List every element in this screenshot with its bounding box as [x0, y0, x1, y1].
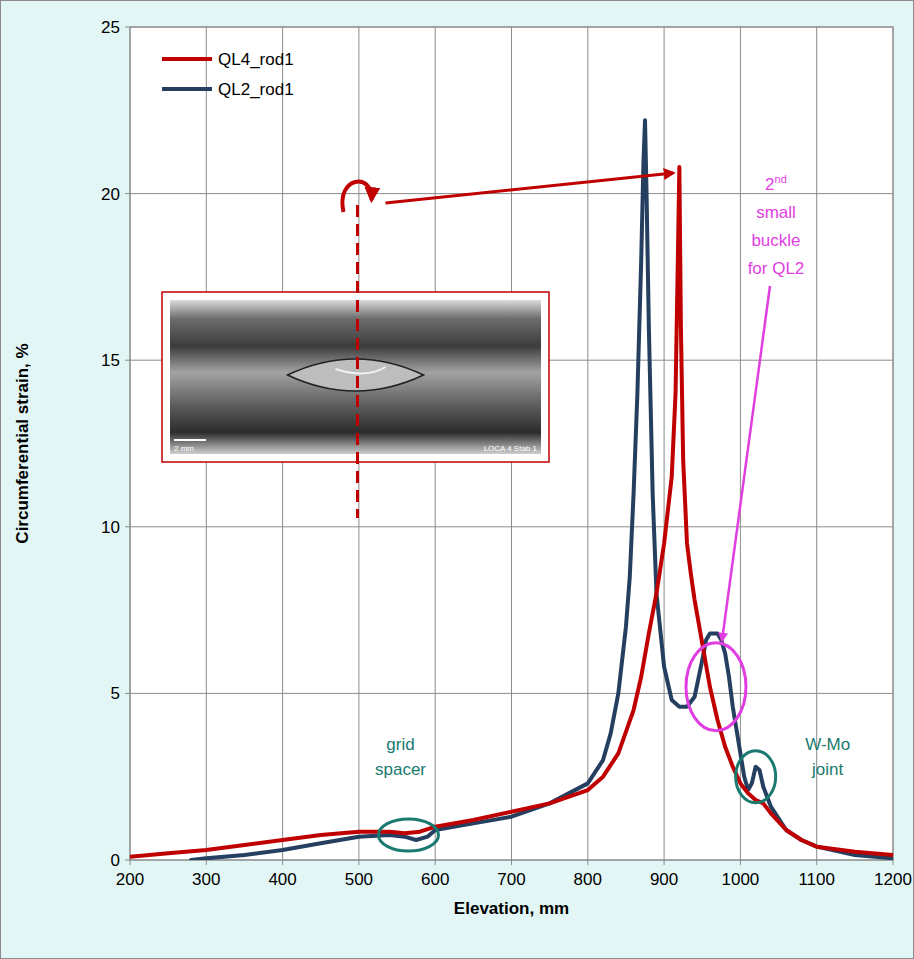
- page-background: [1, 1, 914, 959]
- x-tick-label: 800: [574, 870, 602, 889]
- inset-section-line: [356, 205, 359, 518]
- plot-background: [130, 27, 893, 860]
- x-tick: [206, 860, 207, 865]
- y-tick: [125, 193, 130, 194]
- x-tick-label: 700: [497, 870, 525, 889]
- annotation-ellipse: [686, 643, 746, 731]
- annotations: grid spacer W-Mo joint 2nd small buckle for QL2: [375, 173, 850, 851]
- annotation-text: grid: [386, 735, 414, 754]
- x-tick: [587, 860, 588, 865]
- y-grid-line: [130, 526, 893, 527]
- x-tick-label: 900: [650, 870, 678, 889]
- y-grid-line: [130, 193, 893, 194]
- annotation-text: 2nd: [765, 173, 787, 194]
- y-axis-title: Circumferential strain, %: [13, 343, 32, 543]
- inset-caption: LOCA 4 Stab 1: [484, 444, 538, 453]
- series-line: [130, 167, 893, 857]
- y-tick: [125, 526, 130, 527]
- series-group: [130, 120, 893, 860]
- x-tick: [282, 860, 283, 865]
- x-tick: [664, 860, 665, 865]
- x-axis-title: Elevation, mm: [454, 899, 569, 918]
- x-tick-label: 300: [192, 870, 220, 889]
- inset-frame: [162, 292, 549, 462]
- inset-photo: [170, 300, 541, 454]
- inset-scale-label: 2 mm: [174, 444, 194, 453]
- legend-swatch: [162, 87, 212, 91]
- x-tick: [358, 860, 359, 865]
- x-tick: [511, 860, 512, 865]
- x-tick: [893, 860, 894, 865]
- annotation-text-part: 2: [765, 175, 774, 194]
- x-tick-label: 500: [345, 870, 373, 889]
- annotation-ellipse: [378, 819, 438, 851]
- annotation-ellipse: [736, 751, 776, 803]
- y-tick: [125, 27, 130, 28]
- inset-highlight: [336, 367, 386, 374]
- y-tick-label: 25: [101, 18, 120, 37]
- x-tick-label: 1000: [721, 870, 759, 889]
- annotation-text: spacer: [375, 760, 426, 779]
- y-grid-line: [130, 693, 893, 694]
- chart: 200 300 400 500 600 700 800 900 1000 1100 1200 0 5 10…: [0, 0, 914, 959]
- x-tick-label: 400: [268, 870, 296, 889]
- annotation-text: joint: [811, 760, 843, 779]
- inset: 2 mm LOCA 4 Stab 1: [162, 173, 673, 518]
- annotation-text: W-Mo: [805, 735, 850, 754]
- legend-label: QL4_rod1: [218, 50, 294, 69]
- legend-label: QL2_rod1: [218, 80, 294, 99]
- annotation-text: buckle: [751, 231, 800, 250]
- y-tick: [125, 360, 130, 361]
- plot-frame: [130, 27, 893, 860]
- inset-rupture: [288, 359, 424, 391]
- grid: [125, 27, 893, 865]
- x-tick: [816, 860, 817, 865]
- x-tick-label: 1200: [874, 870, 912, 889]
- x-tick-label: 1100: [798, 870, 835, 889]
- inset-scale-bar: [174, 439, 206, 441]
- rotation-arrow: [342, 182, 371, 212]
- x-grid-line: [740, 27, 741, 860]
- legend-swatch: [162, 57, 212, 61]
- y-tick-label: 0: [111, 851, 120, 870]
- y-tick-label: 10: [101, 518, 120, 537]
- y-tick-label: 20: [101, 185, 120, 204]
- annotation-arrow: [722, 286, 770, 641]
- y-tick-label: 15: [101, 351, 120, 370]
- x-grid-line: [664, 27, 665, 860]
- legend: QL4_rod1 QL2_rod1: [162, 50, 294, 99]
- x-tick-label: 600: [421, 870, 449, 889]
- y-tick: [125, 693, 130, 694]
- annotation-text: small: [756, 203, 796, 222]
- y-tick-label: 5: [111, 684, 120, 703]
- annotation-superscript: nd: [775, 173, 787, 185]
- peak-pointer-arrow: [386, 173, 674, 203]
- x-tick: [130, 860, 131, 865]
- x-grid-line: [587, 27, 588, 860]
- series-line: [191, 120, 893, 860]
- y-tick: [125, 860, 130, 861]
- annotation-text: for QL2: [748, 259, 805, 278]
- x-tick-label: 200: [116, 870, 144, 889]
- x-tick: [435, 860, 436, 865]
- x-tick: [740, 860, 741, 865]
